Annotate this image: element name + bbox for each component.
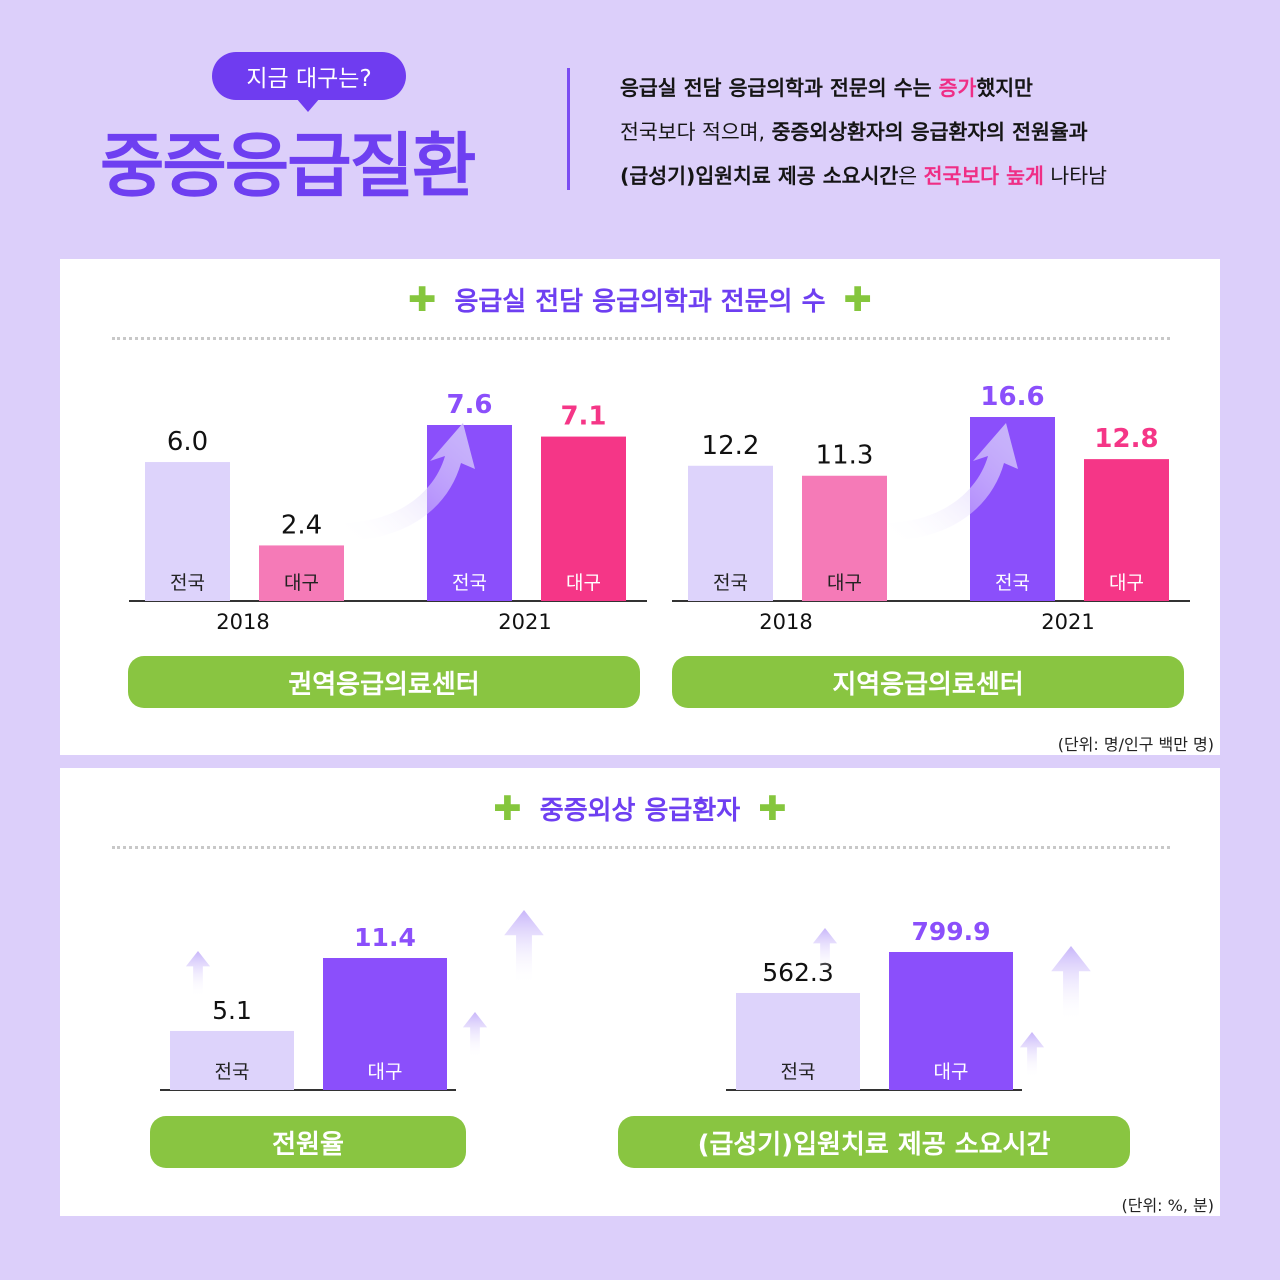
desc-line-2: 전국보다 적으며, 중증외상환자의 응급환자의 전원율과: [620, 110, 1260, 154]
tick-label: 2021: [498, 610, 551, 634]
bar-label: 대구: [368, 1061, 403, 1083]
bar-label: 대구: [566, 572, 601, 594]
desc-text: 나타남: [1043, 164, 1107, 188]
data-label: 7.6: [446, 390, 492, 420]
desc-text: 응급실 전담 응급의학과 전문의 수는: [620, 76, 939, 100]
bar-label: 대구: [1109, 572, 1144, 594]
data-label: 7.1: [560, 402, 606, 432]
desc-text: 중증외상환자의 응급환자의 전원율과: [771, 120, 1088, 144]
desc-highlight: 증가: [938, 76, 977, 100]
label-pill-local: 지역응급의료센터: [672, 656, 1184, 708]
bar: [889, 952, 1013, 1090]
desc-text: 전국보다 적으며,: [620, 120, 772, 144]
bar-label: 전국: [452, 572, 487, 594]
tick-label: 2018: [759, 610, 812, 634]
data-label: 12.2: [702, 431, 760, 461]
up-arrow-icon: [812, 928, 838, 975]
desc-highlight: 전국보다 높게: [923, 164, 1044, 188]
label-pill-transfer-rate: 전원율: [150, 1116, 466, 1168]
bar: [541, 436, 626, 601]
up-arrow-icon: [462, 1012, 488, 1059]
up-arrow-icon: [1051, 946, 1091, 1022]
bar: [802, 475, 887, 601]
pill-text: 권역응급의료센터: [288, 669, 480, 700]
data-label: 11.3: [816, 441, 874, 471]
bar: [323, 958, 447, 1090]
desc-line-3: (급성기)입원치료 제공 소요시간은 전국보다 높게 나타남: [620, 154, 1260, 198]
plus-icon: ✚: [493, 788, 522, 829]
section-title-text: 응급실 전담 응급의학과 전문의 수: [454, 287, 826, 317]
data-label: 11.4: [354, 923, 416, 952]
plus-icon: ✚: [843, 279, 873, 320]
panel-trauma-patients: ✚ 중증외상 응급환자 ✚ 5.1 전국 11.4 대구 562.3 전국 799.9 대구 …: [60, 768, 1220, 1216]
plus-icon: ✚: [758, 788, 787, 829]
data-label: 2.4: [281, 510, 322, 540]
panel-emergency-doctors: ✚ 응급실 전담 응급의학과 전문의 수 ✚ 6.0 전국 2.4 대구 2018 7.6…: [60, 259, 1220, 755]
bar: [736, 992, 860, 1090]
header-divider: [567, 68, 570, 190]
up-arrow-icon: [185, 951, 211, 998]
label-pill-admission-time: (급성기)입원치료 제공 소요시간: [618, 1116, 1130, 1168]
data-label: 16.6: [980, 382, 1044, 412]
desc-line-1: 응급실 전담 응급의학과 전문의 수는 증가했지만: [620, 66, 1260, 110]
growth-arrow-icon: [345, 423, 475, 541]
data-label: 12.8: [1094, 424, 1158, 454]
unit-note: (단위: 명/인구 백만 명): [1057, 735, 1214, 754]
bar-label: 대구: [934, 1061, 969, 1083]
header-description: 응급실 전담 응급의학과 전문의 수는 증가했지만 전국보다 적으며, 중증외상…: [620, 66, 1260, 198]
bar-label: 전국: [170, 572, 205, 594]
desc-text: (급성기)입원치료 제공 소요시간: [620, 164, 899, 188]
desc-text: 은: [898, 164, 924, 188]
bar: [170, 1030, 294, 1090]
data-label: 799.9: [911, 917, 990, 946]
up-arrow-icon: [504, 910, 544, 986]
tick-label: 2018: [216, 610, 269, 634]
bar-label: 전국: [713, 572, 748, 594]
section-title-text: 중증외상 응급환자: [539, 796, 741, 826]
growth-arrow-icon: [888, 423, 1018, 541]
bar: [1084, 459, 1169, 601]
data-label: 5.1: [212, 996, 252, 1025]
bar: [970, 417, 1055, 601]
section-title: ✚ 응급실 전담 응급의학과 전문의 수 ✚: [60, 281, 1220, 318]
pill-text: 전원율: [272, 1129, 344, 1160]
page-title: 중증응급질환: [100, 125, 476, 207]
dotted-divider: [112, 846, 1170, 849]
bar-label: 대구: [827, 572, 862, 594]
bar-label: 전국: [781, 1061, 816, 1083]
chart-regional-center: 6.0 전국 2.4 대구 2018 7.6 전국 7.1 대구 2021 12.2 전국 11.3 대구…: [129, 382, 1190, 634]
bar: [259, 545, 344, 601]
up-arrow-icon: [1019, 1032, 1045, 1079]
tick-label: 2021: [1041, 610, 1094, 634]
bar-label: 대구: [284, 572, 319, 594]
dotted-divider: [112, 337, 1170, 340]
bar-label: 전국: [995, 572, 1030, 594]
question-bubble-text: 지금 대구는?: [246, 66, 372, 92]
question-bubble: 지금 대구는?: [212, 52, 406, 100]
bar: [688, 465, 773, 601]
bar: [145, 462, 230, 601]
plus-icon: ✚: [407, 279, 437, 320]
pill-text: 지역응급의료센터: [832, 669, 1024, 700]
desc-text: 했지만: [976, 76, 1033, 100]
bubble-tail: [296, 98, 320, 112]
section-title: ✚ 중증외상 응급환자 ✚: [60, 790, 1220, 827]
label-pill-regional: 권역응급의료센터: [128, 656, 640, 708]
pill-text: (급성기)입원치료 제공 소요시간: [697, 1129, 1051, 1160]
unit-note: (단위: %, 분): [1121, 1196, 1215, 1215]
bar-label: 전국: [215, 1061, 250, 1083]
data-label: 6.0: [167, 427, 208, 457]
